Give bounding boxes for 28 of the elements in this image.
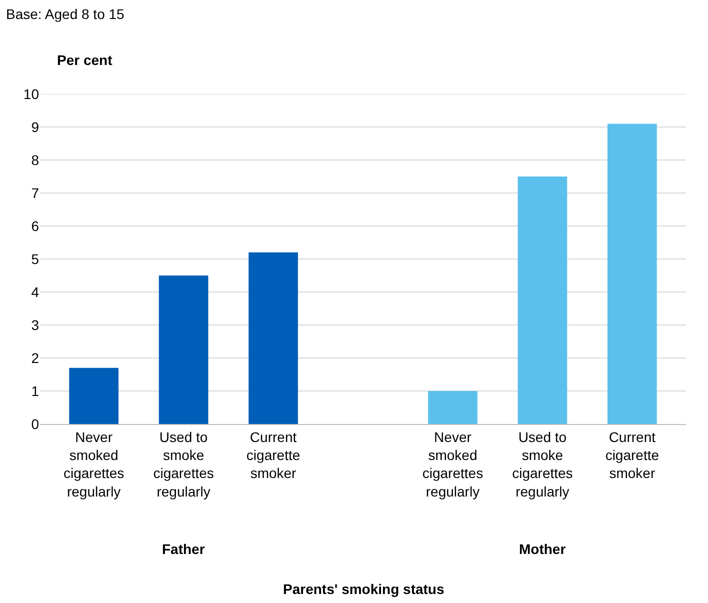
text: Father	[162, 541, 206, 557]
bar	[518, 176, 568, 424]
bar	[428, 391, 478, 424]
x-tick-label: Used to smoke cigarettes regularly	[512, 428, 573, 500]
y-tick-label: 4	[31, 284, 40, 300]
x-tick-label: Never smoked cigarettes regularly	[422, 428, 484, 500]
y-tick-label: 8	[31, 152, 40, 168]
y-tick-label: 3	[31, 316, 40, 333]
bar	[248, 252, 298, 424]
y-tick-label: 10	[23, 86, 40, 102]
x-tick-label: Current cigarette smoker	[605, 428, 660, 482]
y-tick-label: 5	[31, 250, 40, 267]
x-tick-label: Never smoked cigarettes regularly	[63, 428, 124, 500]
x-tick-label: Used to smoke cigarettes regularly	[153, 428, 214, 500]
bar	[69, 368, 119, 424]
text: Mother	[519, 541, 566, 557]
y-tick-label: 1	[31, 382, 40, 399]
y-tick-label: 0	[31, 416, 40, 432]
y-tick-label: 2	[31, 350, 40, 366]
y-tick-label: 9	[31, 118, 40, 135]
y-tick-label: 6	[31, 218, 40, 234]
bar	[158, 276, 208, 424]
chart-title: Base: Aged 8 to 15	[6, 6, 125, 22]
y-axis-title: Per cent	[57, 52, 113, 68]
bar	[607, 124, 657, 424]
y-tick-label: 7	[31, 184, 40, 201]
x-tick-label: Current cigarette smoker	[246, 428, 300, 482]
text: Parents' smoking status	[283, 581, 444, 597]
